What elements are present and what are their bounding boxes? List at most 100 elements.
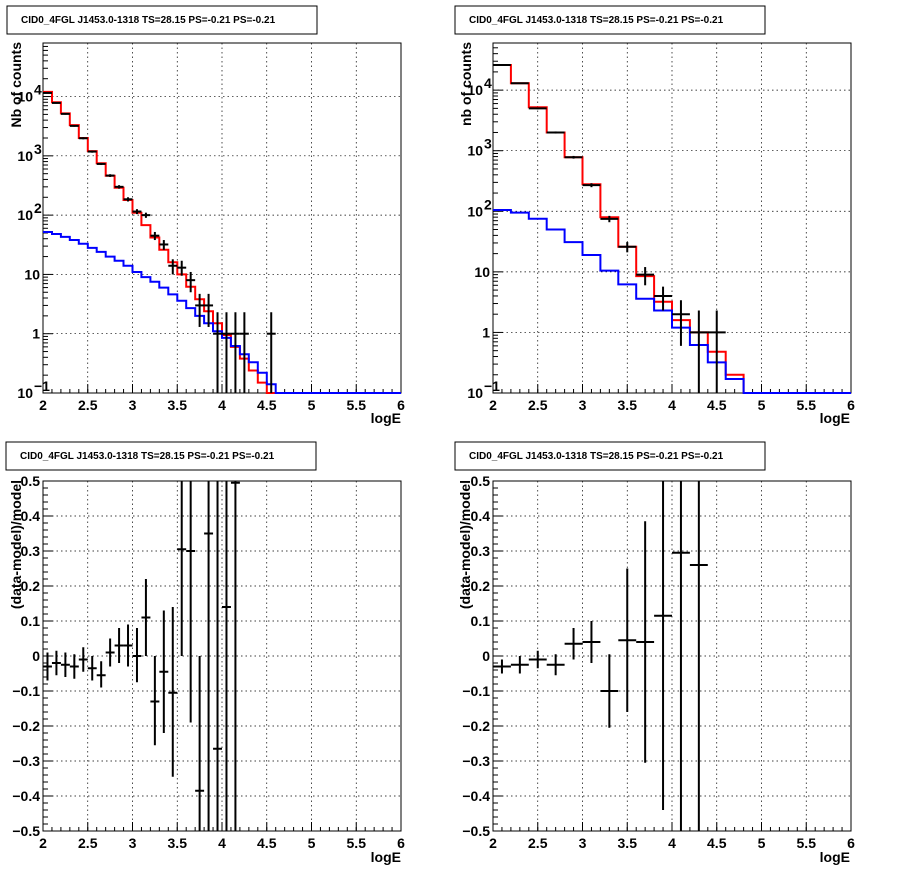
x-tick-label: 2 [489, 397, 497, 413]
y-tick-exponent: 4 [484, 75, 492, 91]
y-tick-label: 10 [467, 203, 483, 219]
x-tick-label: 5.5 [347, 397, 367, 413]
data-point [132, 628, 142, 683]
data-point [186, 271, 196, 293]
title-box [454, 441, 766, 471]
data-point [672, 300, 690, 346]
y-tick-label: 0.1 [471, 613, 491, 629]
plot-area: 2 2.5 3 3.5 4 4.5 5 5.5 6 −0.5 −0.4 −0.3 −0.2 −0.1 0 0.… [12, 473, 405, 851]
data-point [510, 656, 529, 674]
y-tick-label: −0.5 [12, 823, 40, 839]
x-tick-label: 2.5 [528, 835, 548, 851]
y-tick-label: −0.4 [462, 788, 490, 804]
y-tick-exponent: −1 [34, 378, 50, 394]
x-tick-label: 5.5 [797, 835, 817, 851]
x-tick-label: 3.5 [618, 397, 638, 413]
data-point [493, 659, 511, 674]
data-point [707, 310, 726, 393]
y-axis-label: (data-model)/model [457, 480, 473, 609]
data-point [204, 481, 214, 831]
title-box [454, 5, 766, 35]
x-tick-label: 5 [758, 835, 766, 851]
x-tick-label: 3 [129, 835, 137, 851]
x-axis-label: logE [371, 849, 401, 865]
y-tick-label: 10 [467, 143, 483, 159]
data-point [636, 521, 655, 763]
plot-area: 2 2.5 3 3.5 4 4.5 5 5.5 6 −0.5 −0.4 −0.3 −0.2 −0.1 0 0.… [462, 473, 855, 851]
data-point [689, 310, 708, 393]
y-tick-label: 0.5 [21, 473, 41, 489]
x-tick-label: 3 [129, 397, 137, 413]
x-tick-label: 3.5 [168, 397, 188, 413]
data-point [213, 481, 222, 831]
data-point [689, 481, 708, 831]
y-tick-label: 0.5 [471, 473, 491, 489]
x-tick-label: 5.5 [347, 835, 367, 851]
histogram-series-line [493, 209, 851, 394]
x-tick-label: 4.5 [707, 397, 727, 413]
y-tick-label: −0.1 [12, 683, 40, 699]
data-point [213, 312, 222, 393]
data-point [177, 481, 187, 656]
y-tick-label: 0.1 [21, 613, 41, 629]
y-tick-label: 10 [24, 266, 40, 282]
data-point [600, 654, 619, 728]
data-point [141, 212, 151, 218]
y-tick-label: 0.2 [471, 578, 491, 594]
data-point [546, 131, 565, 134]
data-point [493, 63, 511, 66]
data-point [618, 568, 637, 712]
data-point [69, 654, 79, 679]
y-tick-label: 0.4 [471, 508, 491, 524]
data-point [186, 481, 196, 723]
y-tick-label: 0 [482, 648, 490, 664]
x-tick-label: 6 [847, 397, 855, 413]
data-point [60, 112, 70, 115]
data-point [177, 260, 187, 276]
x-tick-label: 6 [847, 835, 855, 851]
data-point [672, 481, 690, 831]
x-tick-label: 4 [218, 835, 226, 851]
panel-title: CID0_4FGL J1453.0-1318 TS=28.15 PS=-0.21… [469, 15, 724, 26]
y-tick-label: 10 [17, 207, 33, 223]
plot-frame [492, 42, 852, 394]
y-tick-label: 10 [17, 385, 33, 401]
data-point [654, 286, 672, 311]
y-tick-label: −0.1 [462, 683, 490, 699]
data-point [528, 107, 547, 110]
data-point [168, 607, 178, 777]
data-point [546, 654, 565, 676]
data-point [78, 137, 88, 140]
data-point [528, 650, 547, 669]
data-point [564, 155, 583, 159]
panel-counts-left: CID0_4FGL J1453.0-1318 TS=28.15 PS=-0.21… [6, 5, 405, 426]
data-point [230, 312, 240, 393]
y-tick-label: −0.2 [12, 718, 40, 734]
data-point [266, 312, 276, 393]
data-point [636, 267, 655, 286]
x-tick-label: 5 [758, 397, 766, 413]
panel-residuals-right: CID0_4FGL J1453.0-1318 TS=28.15 PS=-0.21… [454, 441, 855, 865]
data-point [78, 647, 88, 672]
x-tick-label: 5.5 [797, 397, 817, 413]
x-tick-label: 6 [397, 397, 405, 413]
data-point [51, 101, 61, 104]
y-tick-exponent: 4 [34, 82, 42, 98]
panel-counts-right: CID0_4FGL J1453.0-1318 TS=28.15 PS=-0.21… [454, 5, 855, 426]
data-point [195, 293, 205, 327]
y-axis-label: nb of counts [458, 42, 474, 126]
y-tick-exponent: 3 [484, 136, 492, 152]
data-point [150, 231, 160, 241]
x-tick-label: 2 [39, 835, 47, 851]
histogram-series-line [43, 231, 401, 394]
y-tick-label: 0.3 [471, 543, 491, 559]
title-box [5, 441, 317, 471]
x-tick-label: 3.5 [168, 835, 188, 851]
data-point [114, 185, 124, 189]
y-axis-label: Nb of counts [8, 42, 24, 128]
y-tick-label: −0.3 [462, 753, 490, 769]
x-axis-label: logE [820, 410, 850, 426]
x-tick-label: 4.5 [257, 835, 277, 851]
x-tick-label: 4.5 [257, 397, 277, 413]
